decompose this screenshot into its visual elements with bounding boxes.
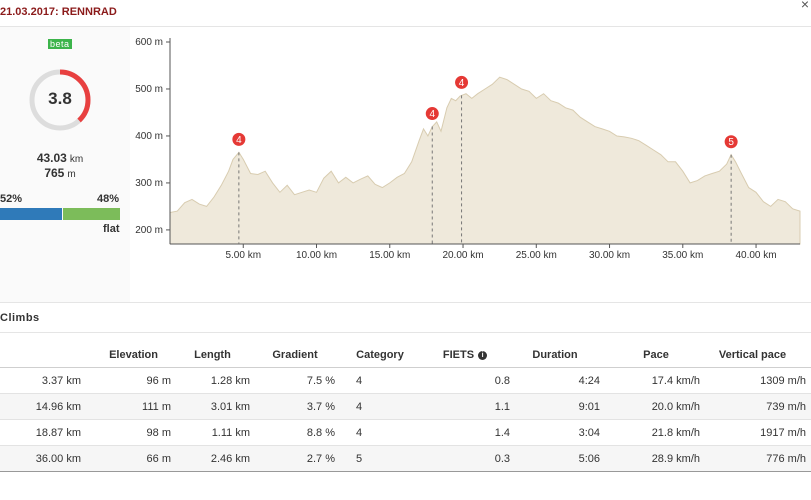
- cell-category: 4: [340, 367, 420, 394]
- flat-label: flat: [103, 223, 120, 235]
- page-header: 21.03.2017: RENNRAD ×: [0, 0, 811, 27]
- cell-duration: 5:06: [510, 445, 600, 472]
- score-ring-arc: [29, 69, 91, 131]
- elevation-chart[interactable]: 200 m 300 m 400 m 500 m 600 m 5.00 km 10.00 km…: [130, 27, 811, 302]
- y-tick-label: 600 m: [135, 37, 163, 48]
- climbs-table: Elevation Length Gradient Category FIETS…: [0, 343, 811, 472]
- cell-vertical-pace: 776 m/h: [700, 445, 811, 472]
- col-header-length[interactable]: Length: [175, 343, 250, 368]
- cell-fiets: 0.8: [420, 367, 510, 394]
- climbs-header-row: Elevation Length Gradient Category FIETS…: [0, 343, 811, 368]
- climbs-divider: [0, 332, 811, 333]
- climb-marker: [455, 75, 469, 89]
- cell-length: 3.01 km: [175, 393, 250, 420]
- cell-pace: 21.8 km/h: [600, 419, 700, 446]
- col-header-category[interactable]: Category: [340, 343, 420, 368]
- x-tick-label: 40.00 km: [735, 250, 776, 261]
- col-header-duration[interactable]: Duration: [510, 343, 600, 368]
- page-title: 21.03.2017: RENNRAD: [0, 6, 117, 18]
- cell-pace: 17.4 km/h: [600, 367, 700, 394]
- cell-elevation: 111 m: [90, 393, 175, 420]
- y-tick-label: 400 m: [135, 131, 163, 142]
- climb-marker: [425, 107, 439, 121]
- cell-fiets: 1.1: [420, 393, 510, 420]
- cell-start: 3.37 km: [0, 367, 90, 394]
- climb-marker-label: 5: [728, 137, 734, 148]
- cell-length: 2.46 km: [175, 445, 250, 472]
- col-header-vertical-pace[interactable]: Vertical pace: [700, 343, 811, 368]
- cell-duration: 3:04: [510, 419, 600, 446]
- distance-unit: km: [69, 154, 84, 165]
- cell-elevation: 98 m: [90, 419, 175, 446]
- cell-start: 14.96 km: [0, 393, 90, 420]
- cell-vertical-pace: 1309 m/h: [700, 367, 811, 394]
- climbs-heading: Climbs: [0, 312, 40, 324]
- table-row[interactable]: 36.00 km 66 m 2.46 km 2.7 % 5 0.3 5:06 2…: [0, 445, 811, 472]
- cell-start: 36.00 km: [0, 445, 90, 472]
- percent-right: 48%: [97, 193, 120, 205]
- col-header-fiets[interactable]: FIETS i: [420, 343, 510, 368]
- cell-vertical-pace: 1917 m/h: [700, 419, 811, 446]
- x-tick-label: 25.00 km: [516, 250, 557, 261]
- close-icon[interactable]: ×: [800, 0, 809, 12]
- info-icon[interactable]: i: [478, 350, 488, 360]
- col-header-elevation[interactable]: Elevation: [90, 343, 175, 368]
- terrain-bar-right: [63, 208, 120, 220]
- cell-fiets: 0.3: [420, 445, 510, 472]
- table-row[interactable]: 14.96 km 111 m 3.01 km 3.7 % 4 1.1 9:01 …: [0, 393, 811, 420]
- climb-marker-label: 4: [429, 109, 435, 120]
- score-ring: [29, 69, 91, 131]
- climb-marker: [232, 132, 246, 146]
- x-tick-label: 5.00 km: [225, 250, 261, 261]
- table-row[interactable]: 3.37 km 96 m 1.28 km 7.5 % 4 0.8 4:24 17…: [0, 367, 811, 394]
- ascent-readout: 765 m: [20, 166, 100, 180]
- x-tick-label: 30.00 km: [589, 250, 630, 261]
- ascent-value: 765: [44, 166, 65, 180]
- cell-duration: 9:01: [510, 393, 600, 420]
- distance-value: 43.03: [36, 151, 67, 165]
- score-value: 3.8: [48, 89, 72, 108]
- col-header-fiets-label: FIETS: [442, 349, 475, 361]
- cell-gradient: 8.8 %: [250, 419, 340, 446]
- cell-pace: 28.9 km/h: [600, 445, 700, 472]
- col-header-gradient[interactable]: Gradient: [250, 343, 340, 368]
- cell-category: 5: [340, 445, 420, 472]
- section-divider: [0, 302, 811, 303]
- cell-gradient: 7.5 %: [250, 367, 340, 394]
- ascent-unit: m: [67, 169, 76, 180]
- percent-left: 52%: [0, 193, 23, 205]
- col-header-start: [0, 343, 90, 368]
- cell-pace: 20.0 km/h: [600, 393, 700, 420]
- cell-elevation: 96 m: [90, 367, 175, 394]
- cell-start: 18.87 km: [0, 419, 90, 446]
- cell-category: 4: [340, 393, 420, 420]
- x-tick-label: 10.00 km: [296, 250, 337, 261]
- cell-length: 1.28 km: [175, 367, 250, 394]
- cell-gradient: 3.7 %: [250, 393, 340, 420]
- distance-readout: 43.03 km: [20, 151, 100, 165]
- cell-length: 1.11 km: [175, 419, 250, 446]
- col-header-pace[interactable]: Pace: [600, 343, 700, 368]
- y-tick-label: 200 m: [135, 225, 163, 236]
- climb-marker-label: 4: [459, 78, 465, 89]
- cell-fiets: 1.4: [420, 419, 510, 446]
- y-tick-label: 500 m: [135, 84, 163, 95]
- cell-elevation: 66 m: [90, 445, 175, 472]
- terrain-bar-left: [0, 208, 62, 220]
- climb-marker-label: 4: [236, 135, 242, 146]
- x-tick-label: 15.00 km: [369, 250, 410, 261]
- cell-duration: 4:24: [510, 367, 600, 394]
- summary-panel: beta 3.8 43.03 km 765 m 52% 48% flat: [0, 27, 130, 302]
- elevation-area: [169, 76, 801, 245]
- x-tick-label: 35.00 km: [662, 250, 703, 261]
- x-tick-label: 20.00 km: [442, 250, 483, 261]
- climb-marker: [724, 135, 738, 149]
- cell-category: 4: [340, 419, 420, 446]
- elevation-chart-svg: 200 m 300 m 400 m 500 m 600 m 5.00 km 10.00 km…: [135, 37, 801, 261]
- table-row[interactable]: 18.87 km 98 m 1.11 km 8.8 % 4 1.4 3:04 2…: [0, 419, 811, 446]
- beta-badge: beta: [48, 39, 72, 49]
- y-tick-label: 300 m: [135, 178, 163, 189]
- cell-gradient: 2.7 %: [250, 445, 340, 472]
- cell-vertical-pace: 739 m/h: [700, 393, 811, 420]
